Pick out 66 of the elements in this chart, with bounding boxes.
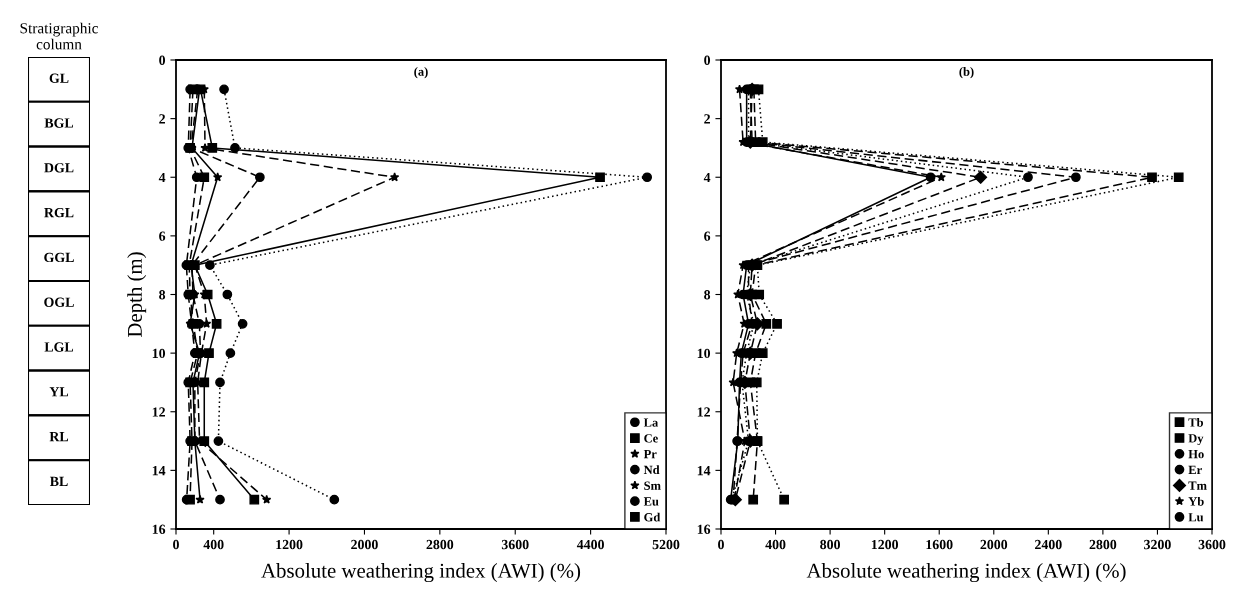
y-tick-label: 0 (159, 55, 166, 65)
x-tick-label: 1600 (926, 539, 953, 550)
legend-label: Tm (1188, 481, 1207, 490)
text: (b) (959, 67, 974, 79)
y-tick-label: 14 (152, 466, 166, 476)
legend-label: Er (1188, 465, 1202, 474)
legend-label: Pr (643, 450, 657, 459)
x-tick-label: 2000 (980, 539, 1008, 550)
legend-label: Sm (644, 481, 661, 490)
category-label: LGL (44, 342, 74, 352)
category-label: YL (49, 387, 69, 397)
y-axis-title: Depth (m) (127, 252, 147, 337)
x-tick-label: 4400 (576, 539, 604, 550)
y-tick-label: 16 (697, 524, 711, 534)
y-tick-label: 10 (697, 348, 711, 359)
category-label: RGL (44, 207, 74, 218)
x-tick-label: 2800 (1089, 539, 1117, 550)
legend-label: Lu (1188, 513, 1204, 522)
x-tick-label: 0 (718, 539, 724, 550)
y-tick-label: 6 (704, 231, 711, 241)
category-label: BL (49, 476, 68, 486)
x-tick-label: 2400 (1035, 539, 1062, 550)
legend-label: La (643, 418, 659, 427)
legend-label: Ho (1188, 450, 1204, 459)
x-tick-label: 400 (765, 539, 786, 550)
y-tick-label: 16 (152, 524, 166, 534)
y-tick-label: 4 (158, 172, 166, 183)
category-label: GL (49, 73, 69, 83)
x-tick-label: 3600 (501, 539, 529, 550)
x-tick-label: 3200 (1144, 539, 1171, 550)
legend-label: Nd (643, 465, 660, 475)
y-tick-label: 8 (159, 290, 166, 300)
x-tick-label: 2000 (351, 539, 378, 550)
x-axis-title: Absolute weathering index (AWI) (%) (261, 563, 581, 583)
y-tick-label: 2 (704, 114, 710, 124)
y-tick-label: 14 (697, 466, 711, 476)
category-label: BGL (44, 118, 74, 128)
category-label: DGL (44, 163, 74, 173)
y-tick-label: 8 (704, 290, 711, 300)
category-label: OGL (44, 297, 74, 307)
legend-label: Yb (1188, 496, 1204, 506)
y-tick-label: 12 (697, 407, 710, 417)
category-label: RL (49, 432, 69, 442)
legend-label: Ce (644, 434, 658, 443)
text: Stratigraphic column (20, 22, 98, 50)
x-tick-label: 1200 (276, 539, 303, 550)
x-tick-label: 800 (820, 539, 840, 550)
x-axis-title: Absolute weathering index (AWI) (%) (806, 563, 1126, 583)
legend-label: Gd (644, 512, 661, 522)
y-tick-label: 2 (159, 114, 165, 124)
x-tick-label: 5200 (652, 539, 680, 550)
y-tick-label: 12 (152, 407, 165, 417)
x-tick-label: 1200 (871, 539, 899, 550)
x-tick-label: 400 (203, 539, 224, 550)
x-tick-label: 0 (173, 539, 179, 550)
legend-label: Dy (1188, 434, 1204, 446)
y-tick-label: 10 (152, 348, 166, 359)
y-tick-label: 6 (159, 231, 166, 241)
y-tick-label: 4 (703, 172, 711, 183)
y-tick-label: 0 (704, 55, 711, 65)
legend-label: Tb (1188, 417, 1204, 427)
x-tick-label: 2800 (426, 539, 454, 550)
text: (a) (414, 67, 428, 79)
category-label: GGL (44, 252, 74, 263)
legend-label: Eu (643, 497, 659, 506)
x-tick-label: 3600 (1198, 539, 1226, 550)
